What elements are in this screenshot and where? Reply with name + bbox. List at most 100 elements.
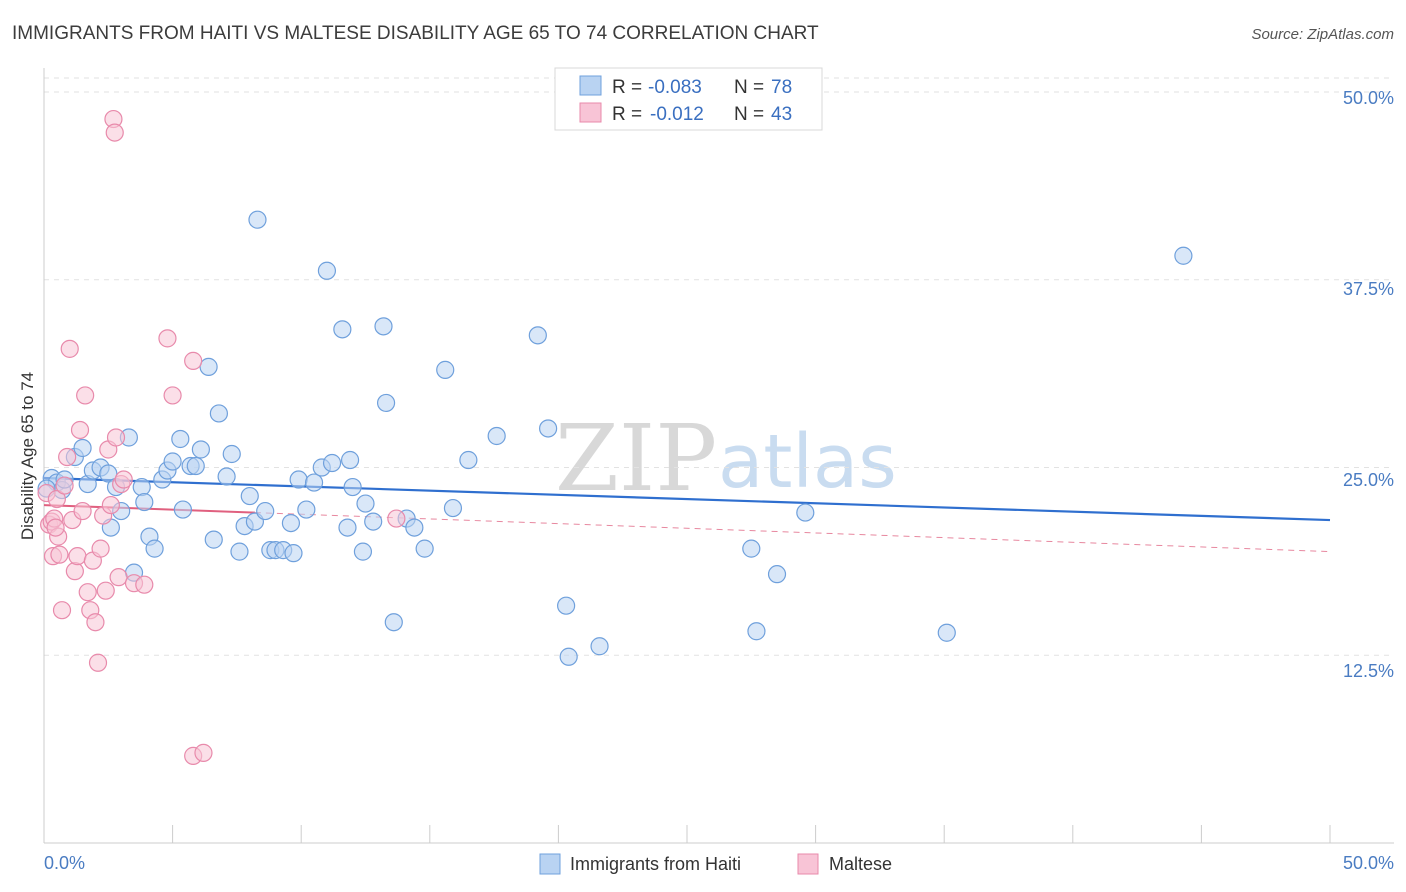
point-blue-57 — [376, 393, 396, 413]
point-blue-32 — [230, 542, 249, 561]
point-blue-65 — [487, 426, 506, 446]
point-blue-66 — [528, 326, 547, 345]
point-blue-30 — [217, 467, 236, 486]
point-blue-70 — [590, 637, 609, 656]
point-pink-15 — [70, 420, 90, 440]
series-legend-swatch-haiti — [539, 853, 561, 875]
point-pink-42 — [46, 518, 65, 537]
point-blue-67 — [539, 419, 558, 438]
axes — [43, 68, 1394, 844]
point-pink-29 — [105, 123, 124, 142]
series-legend: Immigrants from Haiti Maltese — [539, 853, 892, 875]
point-blue-63 — [443, 498, 463, 518]
point-pink-8 — [52, 601, 72, 620]
point-pink-36 — [158, 329, 177, 348]
legend-n-value-pink: 43 — [771, 104, 792, 125]
point-blue-76 — [1174, 246, 1193, 265]
point-pink-21 — [86, 613, 105, 632]
point-blue-21 — [163, 452, 182, 471]
point-blue-18 — [145, 539, 164, 558]
point-blue-23 — [173, 500, 192, 519]
point-blue-5 — [73, 438, 92, 458]
y-tick-label-12-5: 12.5% — [1343, 661, 1394, 681]
point-blue-25 — [186, 456, 205, 476]
point-blue-47 — [317, 261, 337, 280]
point-blue-73 — [767, 565, 787, 584]
series-legend-swatch-maltese — [797, 853, 819, 875]
point-pink-31 — [109, 568, 128, 587]
point-blue-69 — [559, 647, 578, 666]
point-blue-28 — [204, 530, 223, 549]
point-blue-27 — [199, 357, 218, 376]
point-blue-31 — [222, 444, 241, 464]
point-pink-11 — [60, 339, 79, 358]
point-pink-33 — [114, 470, 133, 489]
legend-n-label-pink: N = — [734, 104, 764, 125]
correlation-legend: R = -0.083 N = 78 R = -0.012 N = 43 — [554, 67, 823, 131]
point-pink-9 — [55, 476, 74, 495]
point-blue-42 — [284, 544, 303, 563]
point-pink-23 — [91, 539, 110, 558]
trend-line-dashed-pink — [254, 512, 1331, 553]
point-pink-10 — [58, 447, 77, 467]
y-tick-label-37-5: 37.5% — [1343, 279, 1394, 299]
point-pink-18 — [78, 583, 97, 602]
point-blue-48 — [322, 453, 342, 473]
point-blue-26 — [191, 440, 210, 459]
data-points — [37, 109, 1193, 765]
point-blue-75 — [937, 623, 956, 642]
point-pink-17 — [76, 386, 95, 405]
legend-n-value-blue: 78 — [771, 77, 792, 98]
point-pink-7 — [50, 545, 69, 564]
chart-title: IMMIGRANTS FROM HAITI VS MALTESE DISABIL… — [12, 23, 819, 44]
point-pink-25 — [96, 581, 115, 600]
point-blue-41 — [281, 513, 301, 533]
point-blue-51 — [340, 450, 360, 470]
point-blue-52 — [343, 477, 362, 497]
x-tick-label-right: 50.0% — [1343, 853, 1394, 873]
trend-line-blue — [43, 476, 1331, 522]
point-blue-9 — [99, 464, 118, 483]
point-blue-60 — [405, 518, 424, 537]
point-blue-37 — [256, 501, 275, 521]
point-pink-16 — [73, 501, 92, 521]
point-pink-35 — [135, 575, 154, 594]
point-blue-71 — [742, 539, 761, 558]
point-blue-53 — [353, 542, 373, 561]
series-legend-label-haiti: Immigrants from Haiti — [570, 854, 741, 874]
point-blue-68 — [557, 596, 576, 615]
point-pink-22 — [88, 653, 108, 672]
point-pink-14 — [68, 547, 87, 566]
point-blue-22 — [171, 429, 190, 449]
watermark-atlas: atlas — [718, 419, 897, 505]
point-blue-50 — [338, 518, 357, 537]
point-pink-37 — [163, 386, 182, 405]
series-legend-label-maltese: Maltese — [829, 854, 892, 874]
point-blue-34 — [240, 486, 259, 506]
point-blue-29 — [209, 404, 228, 423]
legend-swatch-pink — [579, 102, 602, 123]
gridlines — [44, 77, 1394, 656]
legend-r-label-blue: R = — [612, 77, 642, 98]
point-blue-36 — [248, 210, 267, 229]
point-blue-61 — [415, 539, 434, 558]
point-pink-5 — [47, 489, 66, 509]
point-blue-72 — [747, 622, 766, 641]
point-pink-30 — [106, 428, 126, 447]
point-blue-74 — [796, 503, 815, 522]
point-blue-45 — [304, 473, 324, 492]
legend-r-value-blue: -0.083 — [648, 77, 702, 98]
point-pink-40 — [194, 743, 213, 762]
point-blue-54 — [356, 494, 375, 513]
point-pink-41 — [387, 509, 406, 528]
point-blue-44 — [297, 500, 316, 519]
point-blue-56 — [374, 317, 393, 336]
y-tick-label-25: 25.0% — [1343, 470, 1394, 490]
point-blue-16 — [135, 492, 154, 512]
point-pink-13 — [65, 562, 84, 581]
point-blue-55 — [364, 512, 383, 531]
point-blue-43 — [289, 470, 308, 489]
point-blue-64 — [459, 450, 478, 470]
y-axis-label: Disability Age 65 to 74 — [18, 372, 37, 540]
